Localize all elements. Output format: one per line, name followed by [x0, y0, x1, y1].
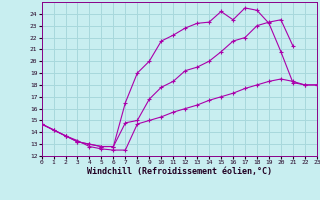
- X-axis label: Windchill (Refroidissement éolien,°C): Windchill (Refroidissement éolien,°C): [87, 167, 272, 176]
